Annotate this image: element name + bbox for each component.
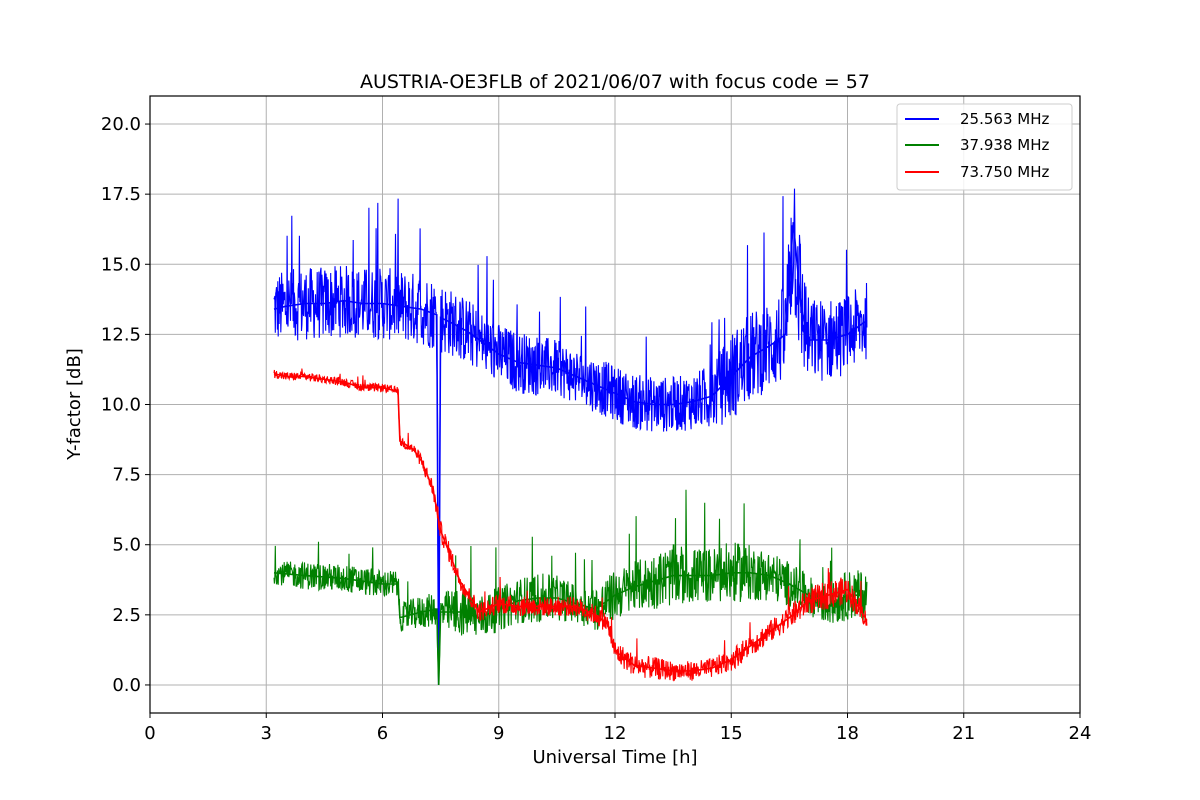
y-axis-title: Y-factor [dB] — [64, 348, 85, 461]
legend-label-1: 25.563 MHz — [960, 110, 1049, 128]
x-axis: 0 3 6 9 12 15 18 21 24 — [144, 713, 1091, 744]
x-tick-label: 0 — [144, 723, 155, 744]
x-tick-label: 12 — [604, 723, 627, 744]
x-axis-title: Universal Time [h] — [532, 747, 697, 768]
y-tick-label: 0.0 — [112, 675, 141, 696]
x-tick-label: 6 — [377, 723, 388, 744]
y-tick-label: 17.5 — [101, 184, 141, 205]
series-line — [273, 572, 867, 686]
x-tick-label: 9 — [493, 723, 504, 744]
series-1 — [273, 188, 868, 686]
legend-label-2: 37.938 MHz — [960, 136, 1049, 154]
legend-box — [896, 103, 1073, 191]
y-tick-label: 20.0 — [101, 114, 141, 135]
series-line-noise — [273, 368, 868, 682]
x-tick-label: 18 — [836, 723, 859, 744]
y-axis: 0.0 2.5 5.0 7.5 10.0 12.5 15.0 17.5 20.0 — [101, 114, 150, 696]
y-tick-label: 12.5 — [101, 324, 141, 345]
series-3 — [273, 368, 868, 682]
series-line-noise — [273, 489, 868, 684]
x-tick-label: 24 — [1069, 723, 1092, 744]
series-line — [273, 222, 868, 686]
y-tick-label: 5.0 — [112, 535, 141, 556]
y-tick-label: 15.0 — [101, 254, 141, 275]
y-tick-label: 10.0 — [101, 395, 141, 416]
x-tick-label: 15 — [720, 723, 743, 744]
chart-title: AUSTRIA-OE3FLB of 2021/06/07 with focus … — [360, 71, 870, 93]
x-tick-label: 21 — [952, 723, 975, 744]
y-tick-label: 7.5 — [112, 465, 141, 486]
series-line — [273, 372, 868, 672]
series-2 — [273, 489, 868, 686]
series-layer — [273, 188, 868, 686]
legend: 25.563 MHz 37.938 MHz 73.750 MHz — [896, 103, 1073, 191]
x-tick-label: 3 — [261, 723, 272, 744]
series-line-noise — [273, 188, 868, 676]
legend-label-3: 73.750 MHz — [960, 163, 1049, 181]
y-tick-label: 2.5 — [112, 605, 141, 626]
